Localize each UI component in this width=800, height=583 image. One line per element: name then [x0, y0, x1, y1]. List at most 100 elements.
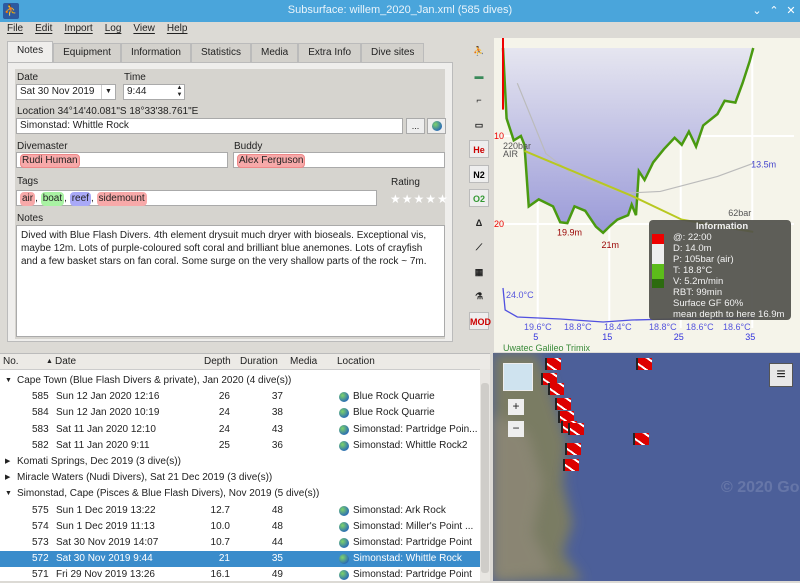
location-more-button[interactable]: ...: [406, 118, 425, 134]
globe-icon: [339, 424, 349, 435]
toggle-n2-button[interactable]: N2: [469, 164, 489, 183]
maximize-icon[interactable]: ⌃: [769, 5, 779, 17]
star-icon[interactable]: ★: [425, 192, 438, 206]
dive-site-flag-icon[interactable]: [568, 423, 584, 435]
col-date[interactable]: Date: [55, 356, 77, 367]
dive-site-flag-icon[interactable]: [565, 443, 581, 455]
trip-row[interactable]: ▼ Simonstad, Cape (Pisces & Blue Flash Di…: [0, 486, 490, 502]
tab-statistics[interactable]: Statistics: [190, 43, 251, 62]
star-icon[interactable]: ★: [413, 192, 426, 206]
dive-site-flag-icon[interactable]: [558, 411, 574, 423]
expand-right-icon[interactable]: ▶: [5, 457, 11, 465]
expand-down-icon[interactable]: ▼: [5, 490, 12, 498]
expand-right-icon[interactable]: ▶: [5, 474, 11, 482]
star-icon[interactable]: ★: [390, 192, 402, 206]
hamburger-icon[interactable]: ≡: [769, 363, 793, 387]
tag-chip: sidemount: [96, 192, 147, 206]
dive-depth: 25: [218, 439, 230, 451]
dive-date: Sat 30 Nov 2019 9:44: [56, 553, 153, 565]
time-spinner-icon[interactable]: ▲ ▼: [176, 85, 183, 98]
heatmap-icon[interactable]: ▦: [474, 266, 484, 277]
col-depth[interactable]: Depth: [204, 356, 231, 367]
line-icon[interactable]: ⟋: [475, 242, 483, 252]
tab-extra-info[interactable]: Extra Info: [298, 43, 362, 62]
menu-view[interactable]: View: [133, 23, 155, 34]
dive-site-flag-icon[interactable]: [563, 459, 579, 471]
menu-edit[interactable]: Edit: [35, 23, 53, 34]
chevron-down-icon[interactable]: ▼: [101, 85, 115, 99]
location-input[interactable]: Simonstad: Whittle Rock: [16, 118, 403, 134]
col-media[interactable]: Media: [290, 356, 318, 367]
divemaster-input[interactable]: Rudi Human: [16, 152, 228, 168]
toggle-o2-button[interactable]: O2: [469, 189, 489, 207]
trip-row[interactable]: ▼ Cape Town (Blue Flash Divers & private)…: [0, 373, 490, 389]
tab-media[interactable]: Media: [250, 43, 299, 62]
buddy-chip: Alex Ferguson: [237, 154, 306, 168]
dive-site-flag-icon[interactable]: [636, 358, 652, 370]
menu-file[interactable]: File: [7, 23, 24, 34]
col-no[interactable]: No.: [3, 356, 19, 367]
dive-computer-icon[interactable]: ⛹: [473, 46, 485, 56]
dive-row[interactable]: 582 Sat 11 Jan 2020 9:11 25 36 Simonstad: Wh…: [0, 438, 490, 454]
overview-minimap[interactable]: [503, 363, 533, 391]
notes-label: Notes: [17, 213, 44, 224]
menu-help[interactable]: Help: [166, 23, 188, 34]
dive-site-flag-icon[interactable]: [545, 358, 561, 370]
dive-row[interactable]: 572 Sat 30 Nov 2019 9:44 21 35 Simonstad: Wh…: [0, 551, 490, 568]
date-picker[interactable]: Sat 30 Nov 2019 ▼: [16, 84, 116, 100]
star-icon[interactable]: ★: [437, 192, 449, 206]
trip-row[interactable]: ▶ Miracle Waters (Nudi Divers), Sat 21 De…: [0, 470, 490, 486]
dive-duration: 35: [271, 553, 283, 565]
temperature-label: 18.8°C: [564, 322, 592, 332]
notes-textarea[interactable]: Dived with Blue Flash Divers. 4th elemen…: [16, 225, 445, 337]
dive-profile[interactable]: 10 20 5 15 25 35 19.9m 21m 13.5m 220bar AIR 62bar 24…: [494, 30, 800, 353]
tab-notes[interactable]: Notes: [7, 41, 54, 62]
dive-row[interactable]: 575 Sun 1 Dec 2019 13:22 12.7 48 Simonstad: …: [0, 503, 490, 519]
zoom-out-button[interactable]: −: [508, 421, 524, 437]
tags-input[interactable]: air, boat, reef, sidemount: [16, 190, 377, 206]
trip-row[interactable]: ▶ Komati Springs, Dec 2019 (3 dive(s)): [0, 454, 490, 470]
close-icon[interactable]: ✕: [786, 5, 796, 17]
satellite-map: [493, 353, 583, 581]
toggle-mod-button[interactable]: MOD: [469, 311, 491, 330]
dive-site-flag-icon[interactable]: [541, 373, 557, 385]
col-location[interactable]: Location: [337, 356, 375, 367]
dive-site-flag-icon[interactable]: [555, 398, 571, 410]
time-field[interactable]: 9:44 ▲ ▼: [123, 84, 185, 100]
tag-separator: ,: [64, 193, 70, 204]
dive-row[interactable]: 584 Sun 12 Jan 2020 10:19 24 38 Blue Rock Qu…: [0, 405, 490, 421]
tag-separator: ,: [35, 193, 41, 204]
dive-row[interactable]: 583 Sat 11 Jan 2020 12:10 24 43 Simonstad: P…: [0, 422, 490, 438]
dive-site-flag-icon[interactable]: [633, 433, 649, 445]
deco-icon[interactable]: ⌐: [476, 95, 482, 105]
buddy-input[interactable]: Alex Ferguson: [233, 152, 445, 168]
dive-row[interactable]: 585 Sun 12 Jan 2020 12:16 26 37 Blue Rock Qu…: [0, 389, 490, 405]
delta-icon[interactable]: Δ: [475, 217, 483, 228]
depth-tick: 20: [494, 219, 504, 229]
ceiling-icon[interactable]: ▬: [474, 70, 484, 81]
tissue-icon[interactable]: ▭: [474, 119, 484, 130]
dive-duration: 36: [271, 439, 283, 451]
dive-list-header: No. ▲ Date Depth Duration Media Location: [0, 354, 490, 370]
dive-site-flag-icon[interactable]: [548, 383, 564, 395]
tab-equipment[interactable]: Equipment: [53, 43, 121, 62]
tab-information[interactable]: Information: [120, 43, 191, 62]
gas-icon[interactable]: ⚗: [474, 291, 484, 301]
menu-import[interactable]: Import: [64, 23, 93, 34]
dive-row[interactable]: 574 Sun 1 Dec 2019 11:13 10.0 48 Simonstad: …: [0, 519, 490, 535]
dive-row[interactable]: 571 Fri 29 Nov 2019 13:26 16.1 49 Simonstad:…: [0, 567, 490, 583]
dive-list-scrollbar[interactable]: [480, 369, 490, 581]
dive-row[interactable]: 573 Sat 30 Nov 2019 14:07 10.7 44 Simonstad:…: [0, 535, 490, 551]
rating-stars[interactable]: ★★★★★: [390, 192, 449, 206]
star-icon[interactable]: ★: [401, 192, 414, 206]
minimize-icon[interactable]: ⌄: [752, 5, 762, 17]
toggle-he-button[interactable]: He: [469, 140, 489, 158]
zoom-in-button[interactable]: +: [508, 399, 524, 415]
tab-dive-sites[interactable]: Dive sites: [361, 43, 425, 62]
col-duration[interactable]: Duration: [240, 356, 278, 367]
depth-tick: 10: [494, 131, 504, 141]
expand-down-icon[interactable]: ▼: [5, 377, 12, 384]
globe-button[interactable]: [427, 118, 446, 134]
map-view[interactable]: + − ≡ © 2020 Go: [493, 353, 800, 581]
menu-log[interactable]: Log: [104, 23, 122, 34]
